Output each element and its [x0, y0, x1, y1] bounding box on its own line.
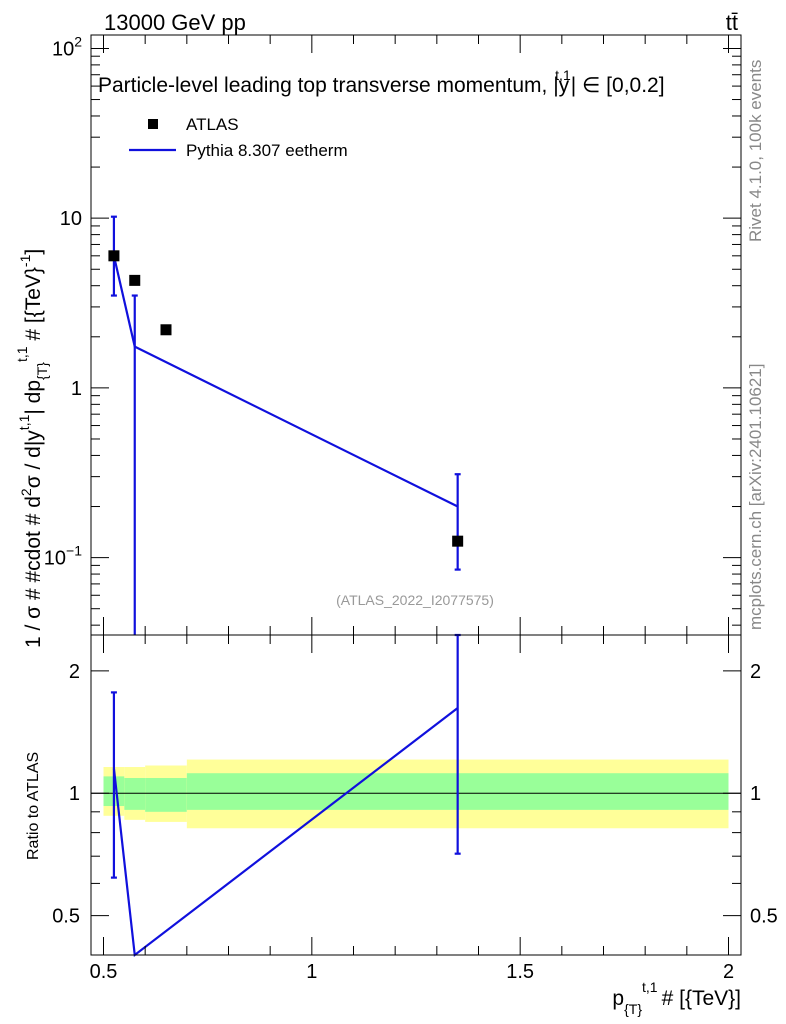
ratio-y-tick-label-right: 0.5 — [750, 906, 778, 928]
y-tick-label: 10 — [60, 208, 82, 230]
atlas-data-point — [452, 535, 464, 547]
ratio-y-tick-label: 0.5 — [52, 906, 80, 928]
atlas-data-point — [160, 324, 172, 336]
ylabel-part-d: # [{TeV} — [22, 267, 45, 346]
y-tick-label-base: 10 — [52, 38, 74, 60]
x-tick-label: 0.5 — [90, 961, 118, 983]
chart-title-range: ∈ [0,0.2] — [582, 74, 665, 97]
ratio-inner-band — [124, 778, 146, 810]
ratio-mc-line — [112, 707, 459, 958]
rivet-version-label: Rivet 4.1.0, 100k events — [746, 59, 765, 242]
main-data-marks — [108, 215, 464, 635]
chart-title-y: y — [559, 74, 570, 97]
ylabel-sup-m1: -1 — [17, 254, 33, 267]
y-tick-label-exponent: 2 — [74, 33, 82, 49]
y-tick-label-exponent: −1 — [66, 543, 82, 559]
y-tick-label-base: 10 — [60, 208, 82, 230]
energy-label: 13000 GeV pp — [104, 10, 246, 35]
main-y-axis-title: 1 / σ # #cdot # d2σ / d|yt,1| dp{T}t,1 #… — [14, 249, 50, 648]
ylabel-sup-2: 2 — [18, 488, 34, 496]
x-tick-label: 1.5 — [506, 961, 534, 983]
ratio-ticks — [91, 635, 741, 955]
x-tick-labels: 0.5 1 1.5 2 — [90, 961, 734, 983]
atlas-data-point — [129, 274, 141, 286]
ratio-y-tick-label: 2 — [69, 661, 80, 683]
ratio-y-tick-label: 1 — [69, 783, 80, 805]
x-tick-label: 1 — [306, 961, 317, 983]
ratio-panel: 0.5 0.5 1 1 2 2 0.5 1 1.5 2 — [52, 633, 778, 983]
process-label: tt̄ — [726, 10, 738, 35]
xlabel-part-b: # [{TeV}] — [662, 987, 741, 1010]
ylabel-part-e: ] — [22, 249, 45, 255]
y-tick-label: 102 — [52, 33, 82, 60]
ylabel-part-b: σ / d|y — [22, 430, 45, 489]
ylabel-part-c: | dp — [22, 380, 45, 415]
y-tick-label-base: 10 — [44, 548, 66, 570]
xlabel-part-a: p — [612, 987, 624, 1010]
chart-title-sup: t,1 — [555, 67, 571, 83]
legend: ATLAS Pythia 8.307 eetherm — [129, 115, 348, 160]
chart-title-bar2: | — [571, 74, 582, 97]
x-axis-title: p{T}t,1 # [{TeV}] — [612, 979, 741, 1017]
ratio-y-tick-label-right: 2 — [750, 661, 761, 683]
x-tick-label: 2 — [723, 961, 734, 983]
mc-line — [112, 255, 459, 508]
chart-title-bar: | — [553, 74, 558, 97]
ratio-y-axis-title: Ratio to ATLAS — [25, 752, 42, 860]
chart-title: Particle-level leading top transverse mo… — [98, 67, 665, 97]
ylabel-sub-T: {T} — [34, 362, 50, 380]
legend-atlas-label: ATLAS — [186, 115, 239, 134]
chart-title-main: Particle-level leading top transverse mo… — [98, 74, 553, 97]
main-ticks — [91, 35, 741, 635]
ylabel-sup-t1b: t,1 — [14, 346, 30, 362]
xlabel-sup: t,1 — [642, 979, 658, 995]
ratio-frame — [90, 634, 742, 956]
ylabel-sup-t1: t,1 — [16, 414, 32, 430]
y-tick-label: 1 — [71, 378, 82, 400]
source-reference-label: mcplots.cern.ch [arXiv:2401.10621] — [746, 363, 765, 630]
ratio-bands — [103, 759, 729, 829]
xlabel-sub: {T} — [624, 1001, 642, 1017]
y-tick-label-base: 1 — [71, 378, 82, 400]
ratio-y-tick-label-right: 1 — [750, 783, 761, 805]
ylabel-part-a: 1 / σ # #cdot # d — [22, 496, 45, 648]
y-tick-label: 10−1 — [44, 543, 82, 570]
ratio-inner-band — [145, 778, 187, 812]
ratio-tick-labels: 0.5 0.5 1 1 2 2 — [52, 661, 778, 928]
legend-atlas-marker — [148, 119, 158, 129]
atlas-data-point — [108, 250, 120, 262]
legend-mc-label: Pythia 8.307 eetherm — [186, 141, 348, 160]
analysis-watermark: (ATLAS_2022_I2077575) — [336, 592, 494, 608]
